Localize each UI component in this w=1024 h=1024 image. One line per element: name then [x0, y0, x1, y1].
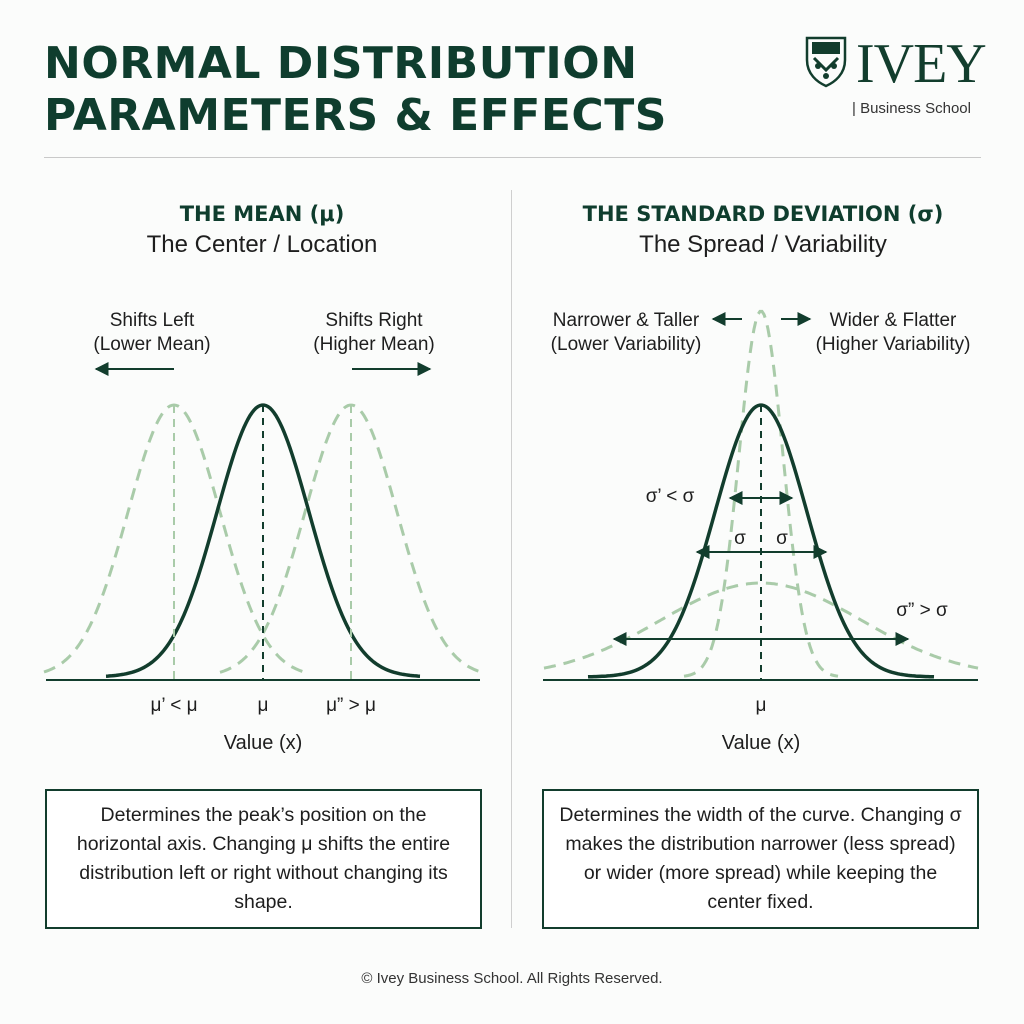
sigma-left-label: σ [734, 528, 746, 549]
sd-description-box: Determines the width of the curve. Chang… [542, 789, 979, 929]
sd-narrow-curve [683, 309, 839, 678]
ivey-logo: IVEY | Business School [804, 30, 994, 122]
header-divider [44, 157, 981, 158]
shift-right-sublabel: (Higher Mean) [313, 334, 434, 355]
crest-icon [805, 36, 847, 88]
panel-divider [511, 190, 512, 928]
mean-subheading: The Center / Location [146, 231, 378, 258]
page-title: NORMAL DISTRIBUTION PARAMETERS & EFFECTS [44, 38, 667, 142]
narrower-sublabel: (Lower Variability) [551, 334, 702, 355]
title-line-1: NORMAL DISTRIBUTION [44, 38, 638, 89]
tick-mu: μ [258, 695, 269, 716]
sd-heading: THE STANDARD DEVIATION (σ) [582, 202, 944, 226]
tick-mu-prime: μ’ < μ [150, 695, 197, 716]
logo-subtitle: | Business School [852, 100, 971, 117]
sigma-right-label: σ [776, 528, 788, 549]
wider-label: Wider & Flatter [830, 310, 957, 331]
shift-right-label: Shifts Right [325, 310, 423, 331]
shift-left-label: Shifts Left [110, 310, 195, 331]
tick-mu-double-prime: μ” > μ [326, 695, 376, 716]
title-line-2: PARAMETERS & EFFECTS [44, 90, 667, 141]
mean-chart: Shifts Left (Lower Mean) Shifts Right (H… [43, 310, 483, 754]
shift-left-sublabel: (Lower Mean) [93, 334, 210, 355]
mean-axis-label: Value (x) [224, 732, 303, 754]
mean-heading: THE MEAN (μ) [179, 202, 345, 226]
mean-description: Determines the peak’s position on the ho… [76, 804, 451, 913]
copyright-footer: © Ivey Business School. All Rights Reser… [361, 970, 663, 987]
sd-subheading: The Spread / Variability [639, 231, 887, 258]
sigma-double-prime-label: σ” > σ [896, 600, 948, 621]
sd-tick-mu: μ [756, 695, 767, 716]
narrower-label: Narrower & Taller [553, 310, 700, 331]
sd-panel-header: THE STANDARD DEVIATION (σ) The Spread / … [533, 200, 993, 262]
mean-panel-header: THE MEAN (μ) The Center / Location [32, 200, 492, 262]
sigma-prime-label: σ’ < σ [646, 486, 695, 507]
logo-word: IVEY [856, 33, 987, 95]
sd-chart: Narrower & Taller (Lower Variability) Wi… [543, 309, 979, 754]
wider-sublabel: (Higher Variability) [816, 334, 971, 355]
sd-description: Determines the width of the curve. Chang… [559, 804, 962, 913]
mean-description-box: Determines the peak’s position on the ho… [45, 789, 482, 929]
sd-axis-label: Value (x) [722, 732, 801, 754]
